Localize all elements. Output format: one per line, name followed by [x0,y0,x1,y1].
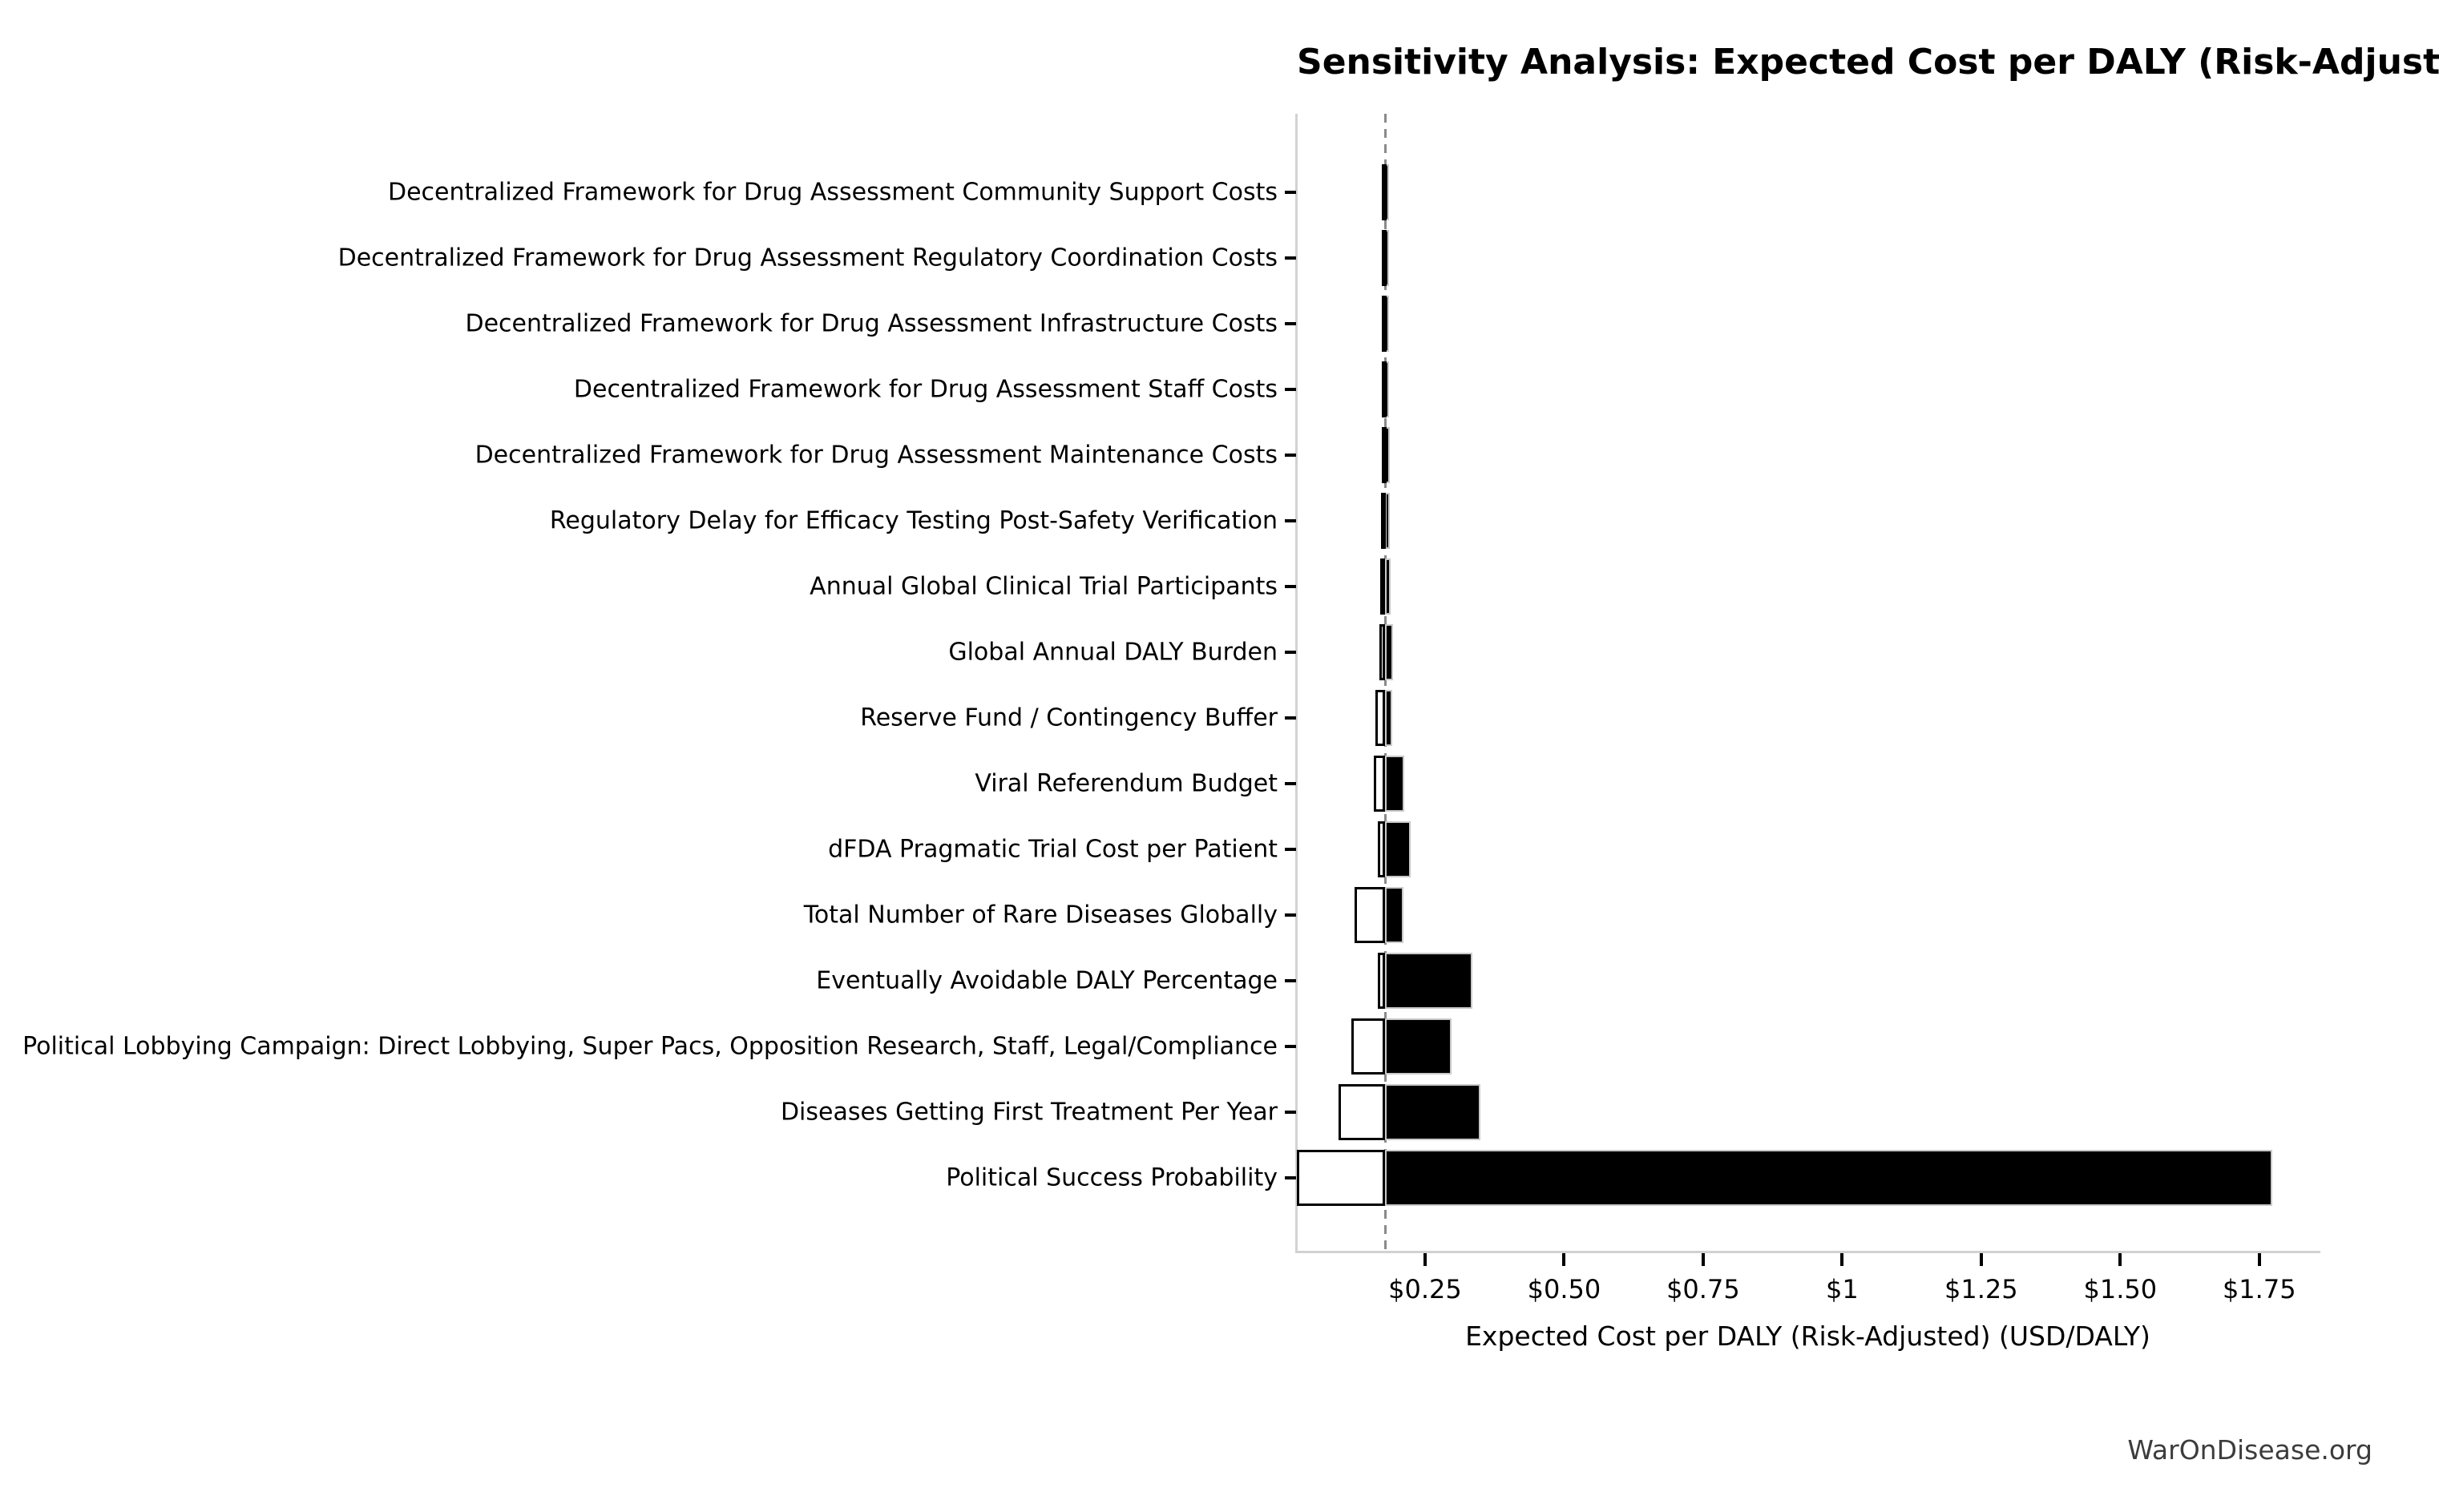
y-label-13: Political Lobbying Campaign: Direct Lobb… [22,1032,1278,1061]
y-label-9: Viral Referendum Budget [975,769,1278,798]
bar-high-12 [1384,953,1472,1009]
bar-low-10 [1377,821,1385,877]
bar-high-10 [1384,821,1411,877]
chart-title: Sensitivity Analysis: Expected Cost per … [1297,42,2439,83]
bar-low-9 [1374,756,1385,812]
y-axis-spine [1295,114,1298,1253]
y-tick-13 [1285,1045,1296,1048]
y-label-14: Diseases Getting First Treatment Per Yea… [780,1098,1278,1127]
x-tick-label-0: $0.25 [1388,1274,1462,1304]
bar-low-7 [1379,624,1385,680]
y-tick-10 [1285,848,1296,851]
baseline-dashed-line [1383,114,1387,1252]
y-tick-8 [1285,716,1296,720]
x-tick-label-6: $1.75 [2222,1274,2296,1304]
bar-high-15 [1384,1150,2272,1206]
bar-low-1 [1381,230,1387,286]
y-tick-14 [1285,1111,1296,1114]
y-label-5: Regulatory Delay for Efficacy Testing Po… [549,506,1278,535]
x-tick-label-5: $1.50 [2083,1274,2158,1304]
x-tick-2 [1701,1253,1705,1266]
y-label-15: Political Success Probability [946,1163,1278,1192]
y-label-8: Reserve Fund / Contingency Buffer [860,704,1278,732]
bar-low-4 [1381,427,1387,483]
bar-low-0 [1381,164,1387,220]
x-tick-6 [2257,1253,2261,1266]
bar-low-13 [1351,1018,1385,1075]
x-tick-0 [1423,1253,1427,1266]
bar-low-15 [1297,1150,1385,1206]
bar-low-5 [1381,493,1387,549]
x-tick-label-4: $1.25 [1944,1274,2018,1304]
y-tick-7 [1285,651,1296,654]
x-axis-spine [1295,1251,2320,1253]
bar-high-13 [1384,1018,1452,1075]
footer-brand: WarOnDisease.org [2127,1434,2372,1466]
bar-low-11 [1354,887,1385,943]
y-label-0: Decentralized Framework for Drug Assessm… [388,178,1278,207]
bar-low-2 [1381,296,1387,352]
y-label-7: Global Annual DALY Burden [948,638,1278,667]
bar-high-7 [1384,624,1393,680]
y-tick-0 [1285,191,1296,194]
bar-high-14 [1384,1084,1481,1140]
bar-high-6 [1384,558,1391,615]
y-label-1: Decentralized Framework for Drug Assessm… [337,244,1278,272]
bar-low-14 [1338,1084,1385,1140]
x-tick-4 [1979,1253,1983,1266]
y-tick-11 [1285,913,1296,917]
y-label-4: Decentralized Framework for Drug Assessm… [474,441,1278,470]
y-label-12: Eventually Avoidable DALY Percentage [816,966,1278,995]
y-tick-2 [1285,322,1296,325]
x-tick-3 [1840,1253,1844,1266]
y-tick-3 [1285,388,1296,391]
y-tick-1 [1285,256,1296,260]
bar-high-9 [1384,756,1405,812]
y-label-3: Decentralized Framework for Drug Assessm… [573,375,1278,404]
bar-low-6 [1380,558,1386,615]
y-tick-4 [1285,454,1296,457]
x-tick-label-3: $1 [1825,1274,1859,1304]
y-tick-9 [1285,782,1296,785]
y-label-10: dFDA Pragmatic Trial Cost per Patient [828,835,1278,864]
bar-high-8 [1384,690,1392,746]
y-tick-15 [1285,1176,1296,1179]
bar-low-12 [1377,953,1385,1009]
x-tick-label-1: $0.50 [1527,1274,1601,1304]
x-tick-label-2: $0.75 [1666,1274,1740,1304]
y-tick-12 [1285,979,1296,982]
bar-low-8 [1375,690,1385,746]
y-label-11: Total Number of Rare Diseases Globally [803,901,1278,929]
y-label-6: Annual Global Clinical Trial Participant… [810,572,1278,601]
bar-high-11 [1384,887,1403,943]
x-tick-5 [2118,1253,2122,1266]
y-tick-6 [1285,585,1296,588]
x-tick-1 [1562,1253,1566,1266]
y-label-2: Decentralized Framework for Drug Assessm… [465,309,1278,338]
x-axis-label: Expected Cost per DALY (Risk-Adjusted) (… [1465,1320,2150,1352]
y-tick-5 [1285,519,1296,522]
bar-low-3 [1381,361,1387,417]
